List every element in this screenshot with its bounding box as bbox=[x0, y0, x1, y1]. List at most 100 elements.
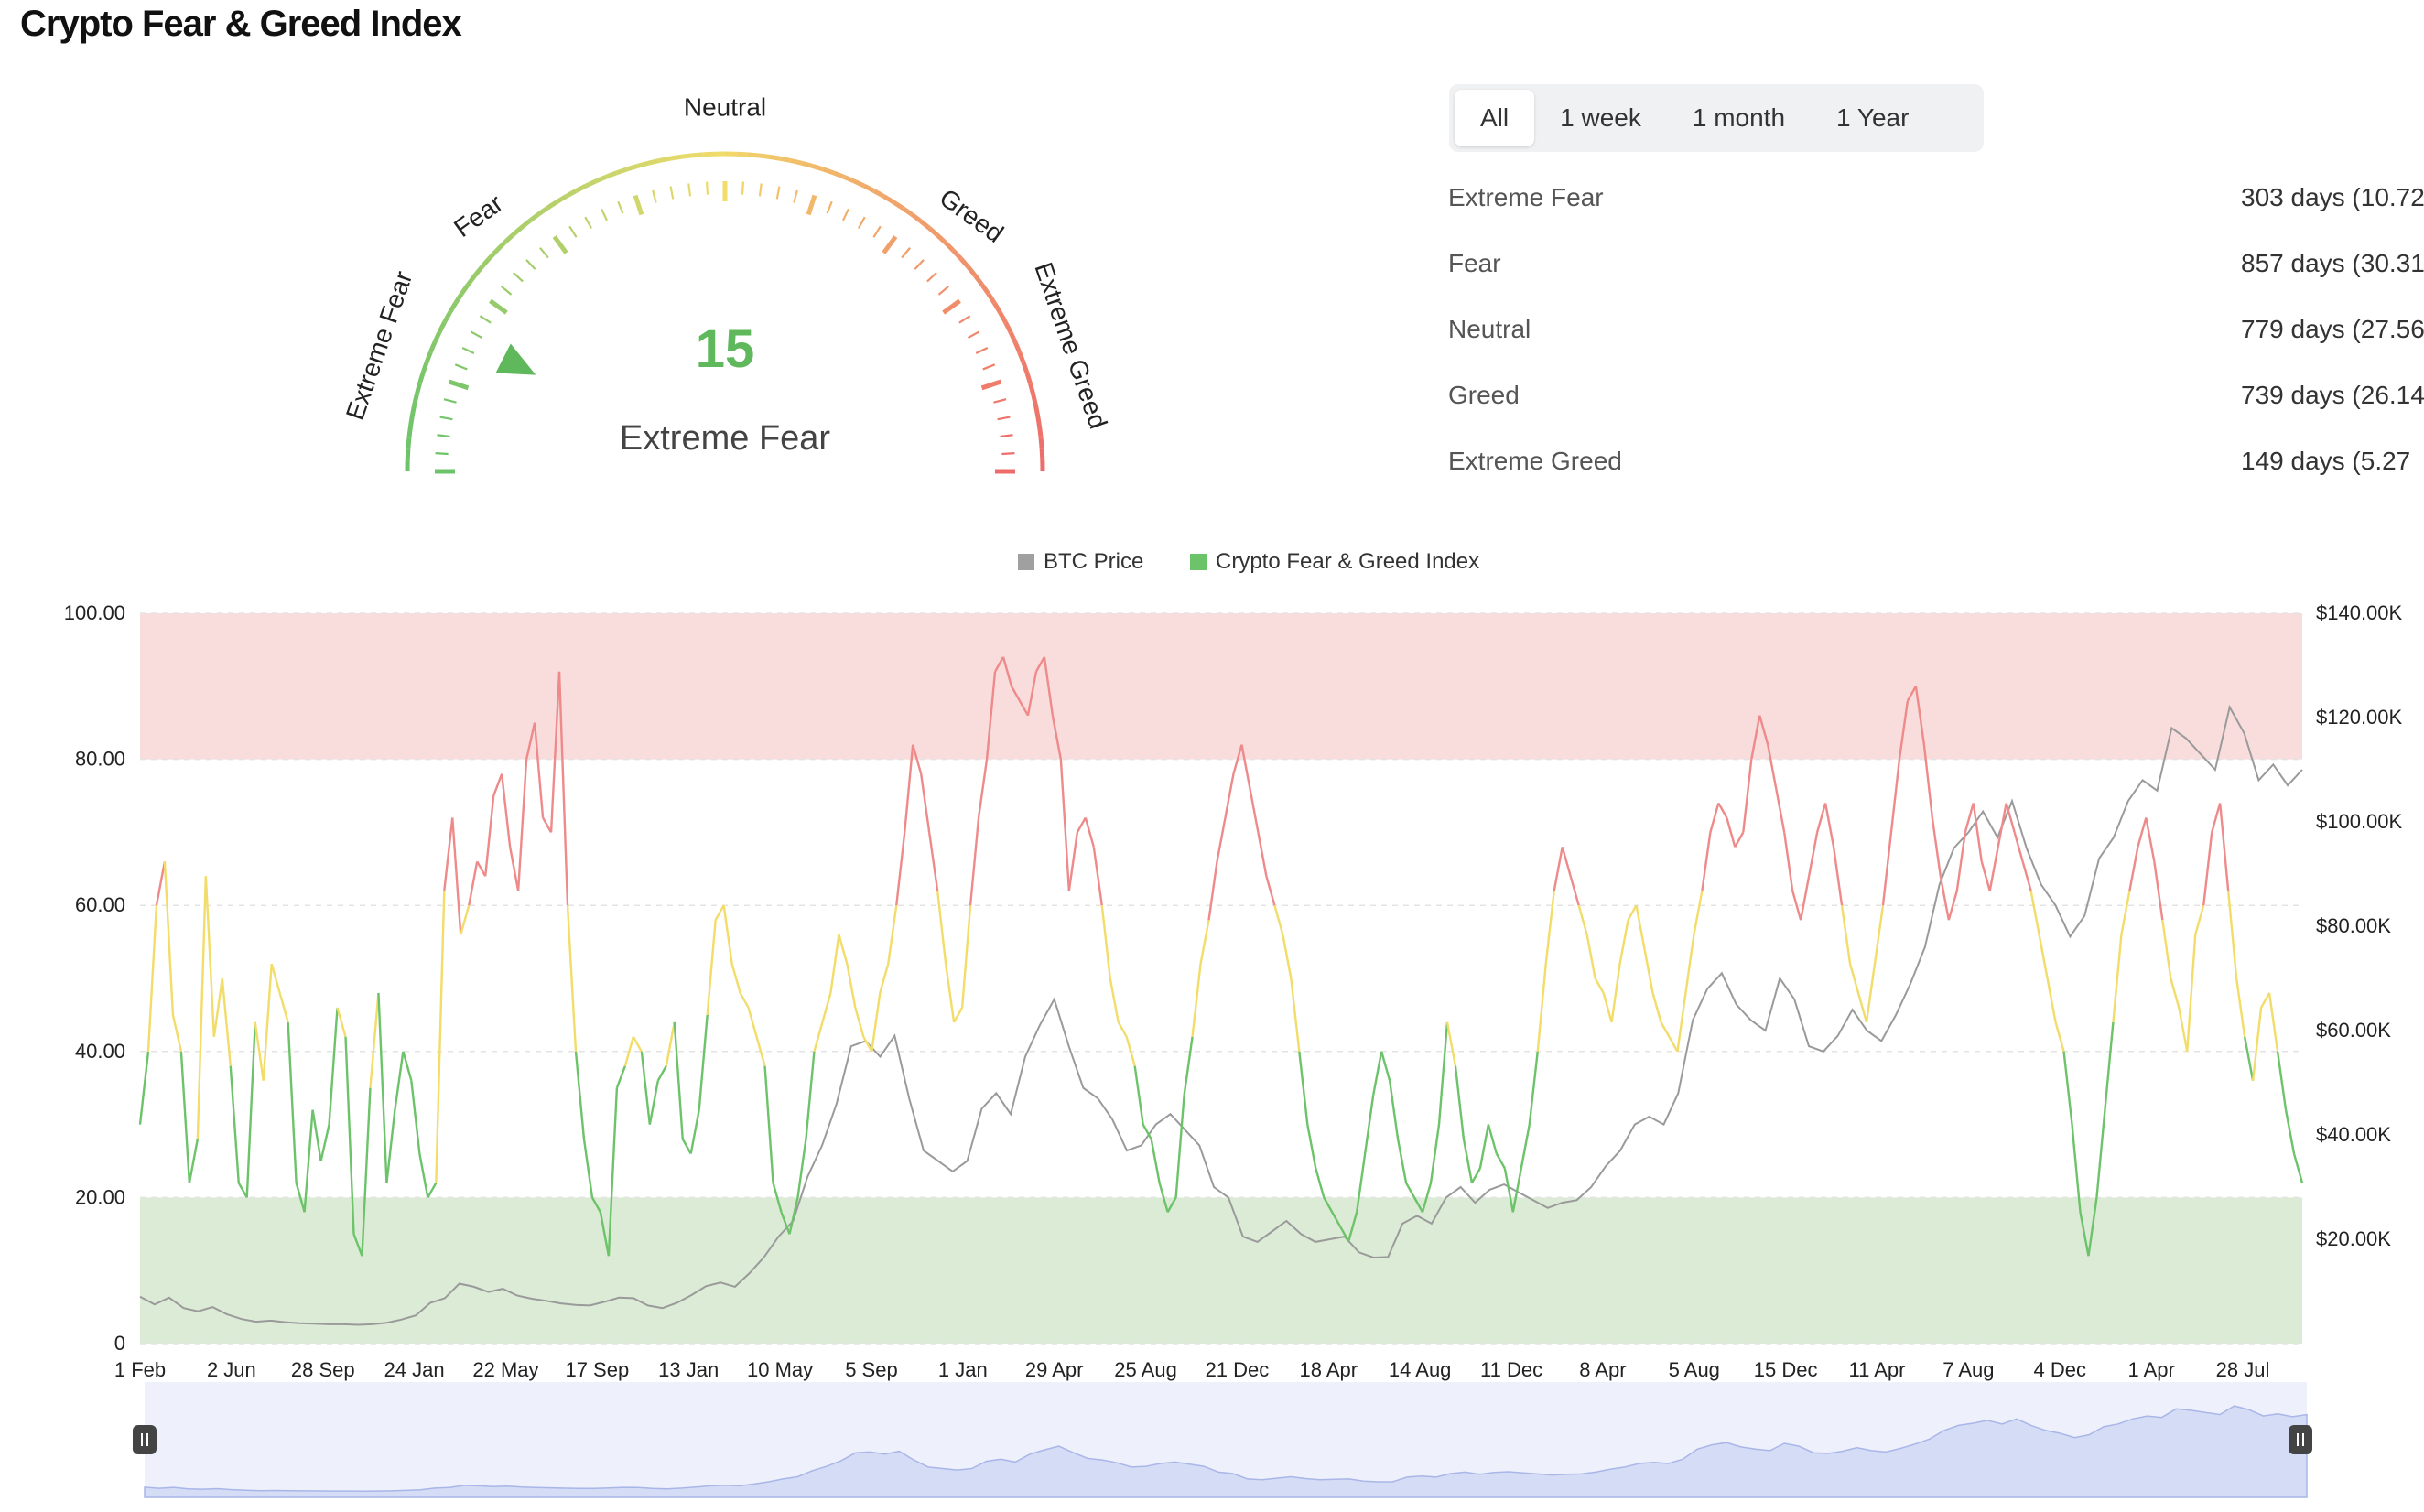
gauge-arc-segment bbox=[1031, 394, 1038, 406]
fear-greed-segment bbox=[1511, 1168, 1522, 1213]
fear-greed-segment bbox=[1955, 832, 1966, 891]
gauge-tick bbox=[793, 189, 798, 203]
fear-greed-segment bbox=[328, 1007, 339, 1125]
fear-greed-segment bbox=[468, 861, 479, 906]
gauge-tick bbox=[901, 247, 911, 259]
gauge-tick bbox=[858, 216, 866, 230]
fear-greed-segment bbox=[2005, 803, 2016, 833]
fear-greed-segment bbox=[1067, 832, 1079, 891]
fear-greed-segment bbox=[993, 656, 1005, 673]
fear-greed-segment bbox=[985, 671, 997, 760]
gauge-value: 15 bbox=[696, 319, 755, 379]
gauge-tick bbox=[958, 315, 971, 324]
y-right-tick-label: $40.00K bbox=[2316, 1123, 2391, 1146]
gauge-arc-segment bbox=[959, 257, 970, 269]
fear-greed-segment bbox=[821, 992, 832, 1023]
gauge-arc-segment bbox=[1035, 416, 1043, 428]
fear-greed-segment bbox=[2243, 1036, 2255, 1081]
fear-greed-segment bbox=[1840, 905, 1852, 965]
fear-greed-segment bbox=[254, 1021, 265, 1081]
fear-greed-segment bbox=[854, 1007, 865, 1038]
fear-greed-segment bbox=[418, 1153, 429, 1198]
gauge-arc-segment bbox=[1033, 405, 1041, 417]
x-tick-label: 11 Dec bbox=[1480, 1358, 1542, 1381]
gauge-tick bbox=[1000, 434, 1013, 438]
navigator-handle[interactable] bbox=[133, 1425, 157, 1454]
gauge-arc-segment bbox=[424, 351, 433, 364]
legend-label[interactable]: BTC Price bbox=[1044, 549, 1143, 574]
range-navigator bbox=[133, 1382, 2312, 1498]
fear-greed-segment bbox=[1988, 847, 1999, 891]
gauge-tick bbox=[942, 298, 961, 315]
fear-greed-segment bbox=[196, 876, 208, 1139]
fear-greed-segment bbox=[1881, 832, 1893, 906]
gauge-status: Extreme Fear bbox=[620, 419, 831, 458]
fear-greed-segment bbox=[1684, 934, 1695, 994]
fear-greed-segment bbox=[2071, 1124, 2082, 1213]
gauge-arc-segment bbox=[1024, 372, 1033, 385]
fear-greed-segment bbox=[1051, 715, 1063, 760]
gauge-arc-segment bbox=[658, 156, 671, 164]
fear-greed-segment bbox=[1142, 1124, 1152, 1140]
gauge-tick bbox=[454, 363, 468, 371]
tab-all[interactable]: All bbox=[1455, 90, 1535, 146]
fear-greed-segment bbox=[1734, 831, 1745, 848]
gauge-tick bbox=[435, 451, 449, 456]
gauge-tick bbox=[975, 347, 989, 354]
fear-greed-segment bbox=[245, 1021, 256, 1198]
fear-greed-segment bbox=[1544, 891, 1555, 965]
fear-greed-segment bbox=[344, 1036, 355, 1235]
fear-greed-segment bbox=[838, 934, 849, 965]
tab-1-month[interactable]: 1 month bbox=[1692, 103, 1786, 132]
fear-greed-segment bbox=[1660, 1021, 1671, 1038]
fear-greed-segment bbox=[427, 1182, 438, 1198]
gauge-arc-segment bbox=[747, 152, 759, 158]
fear-greed-segment bbox=[739, 992, 750, 1009]
fear-greed-segment bbox=[2178, 1007, 2189, 1053]
gauge-arc-segment bbox=[951, 249, 963, 261]
tab-1-week[interactable]: 1 week bbox=[1560, 103, 1641, 132]
fear-greed-segment bbox=[2292, 1153, 2304, 1183]
tab-1-year[interactable]: 1 Year bbox=[1836, 103, 1910, 132]
fear-greed-segment bbox=[1224, 773, 1235, 818]
fear-greed-segment bbox=[665, 1021, 676, 1066]
gauge-arc-segment bbox=[466, 274, 477, 286]
fear-greed-segment bbox=[2145, 817, 2156, 862]
fear-greed-segment bbox=[1823, 803, 1835, 848]
fear-greed-segment bbox=[632, 1036, 643, 1053]
legend-label[interactable]: Crypto Fear & Greed Index bbox=[1216, 549, 1479, 574]
fear-greed-segment bbox=[179, 1051, 191, 1183]
stat-row-extreme-greed: Extreme Greed 149 days (5.27 bbox=[1448, 443, 2424, 509]
gauge-tick bbox=[443, 398, 457, 404]
fear-greed-segment bbox=[508, 847, 520, 891]
fear-greed-segment bbox=[1010, 686, 1022, 702]
fear-greed-segment bbox=[730, 963, 741, 994]
fear-greed-segment bbox=[796, 1139, 807, 1198]
fear-greed-segment bbox=[336, 1007, 347, 1038]
gauge-arc-segment bbox=[414, 383, 422, 395]
y-left-tick-label: 40.00 bbox=[75, 1040, 125, 1063]
gauge-tick bbox=[993, 398, 1007, 404]
fear-greed-segment bbox=[1290, 977, 1301, 1052]
gauge-arc-segment bbox=[986, 292, 997, 305]
fear-greed-segment bbox=[1240, 744, 1251, 789]
gauge-arc-segment bbox=[405, 448, 411, 460]
fear-greed-segment bbox=[1693, 891, 1704, 935]
gauge-arc-segment bbox=[882, 194, 895, 204]
gauge-arc-segment bbox=[555, 194, 568, 204]
stat-value: 739 days (26.14 bbox=[2241, 381, 2424, 409]
fear-greed-segment bbox=[1643, 948, 1654, 994]
fear-greed-segment bbox=[755, 1036, 766, 1067]
gauge-arc-segment bbox=[691, 152, 703, 158]
fear-greed-segment bbox=[944, 963, 956, 1023]
fear-greed-segment bbox=[1561, 847, 1572, 877]
navigator-handle[interactable] bbox=[2289, 1425, 2312, 1454]
x-tick-label: 25 Aug bbox=[1114, 1358, 1177, 1381]
fear-greed-segment bbox=[1668, 1036, 1679, 1053]
gauge-arc-segment bbox=[768, 154, 781, 161]
fear-greed-segment bbox=[2046, 977, 2057, 1023]
fear-greed-segment bbox=[1470, 1167, 1481, 1184]
fear-greed-segment bbox=[1980, 860, 1991, 891]
gauge-arc-segment bbox=[1021, 362, 1030, 374]
gauge-tick bbox=[926, 272, 937, 283]
